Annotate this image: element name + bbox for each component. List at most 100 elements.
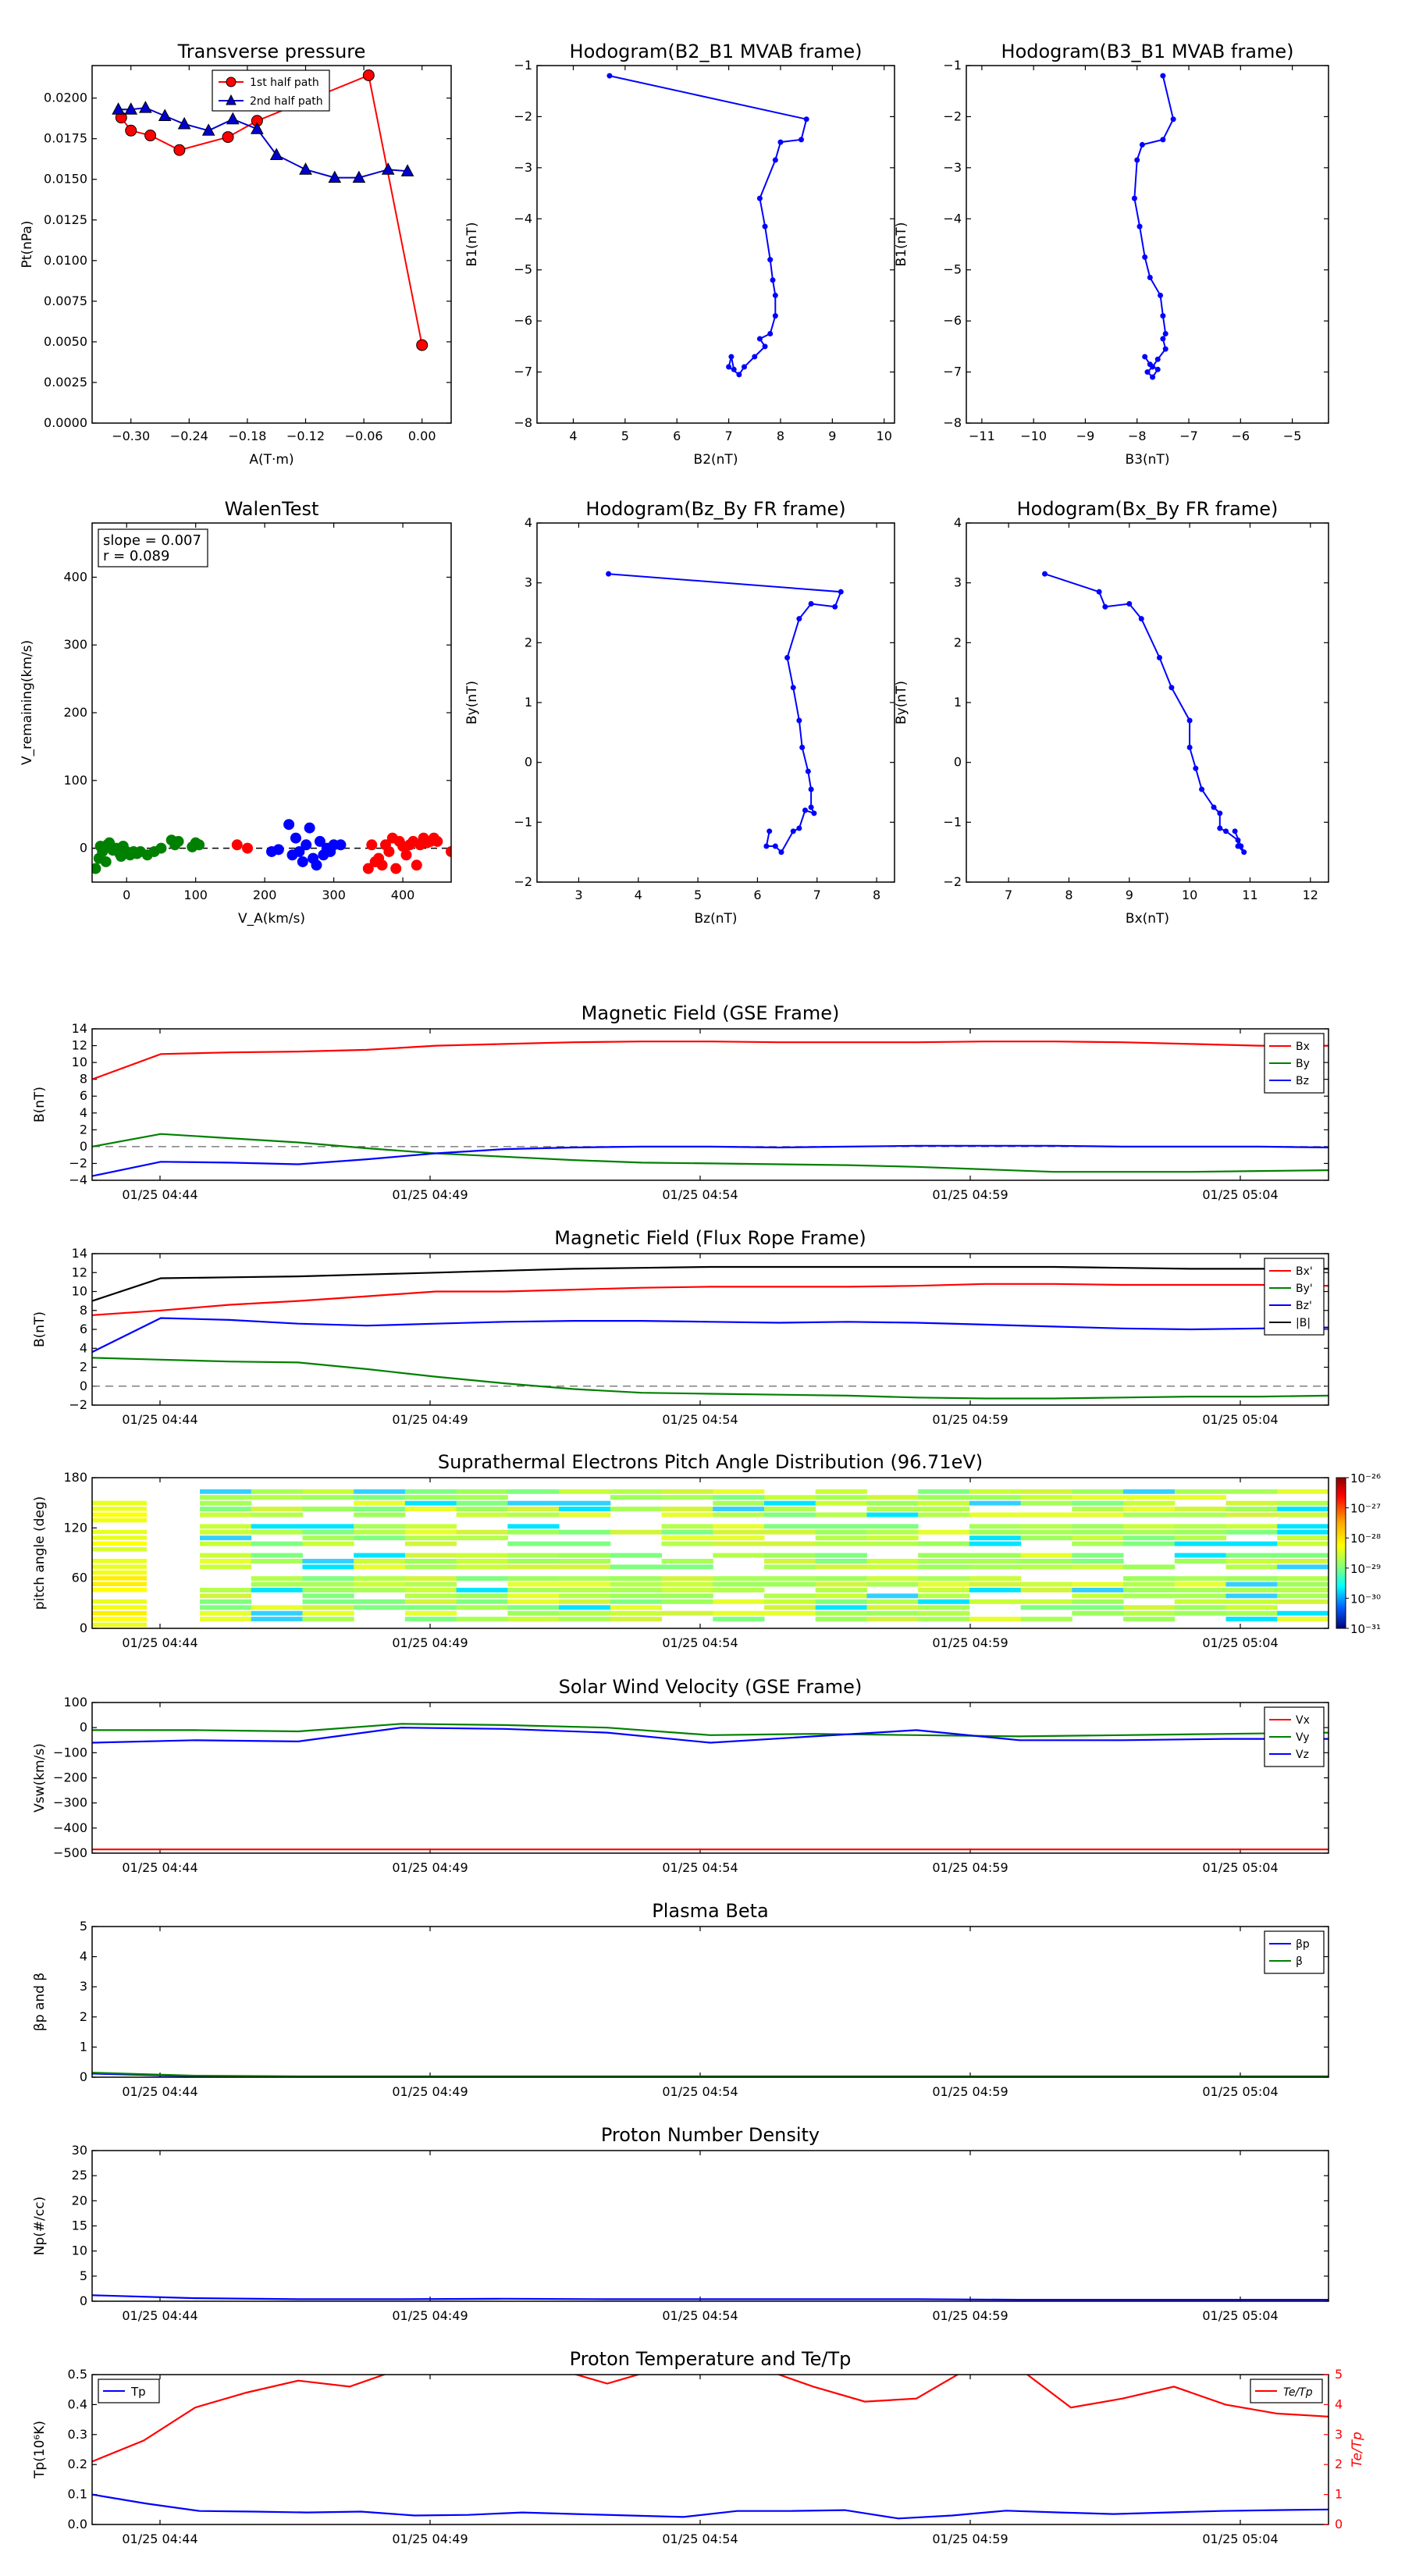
x-tick-label: 6 <box>753 888 761 902</box>
heat-cell <box>559 1553 611 1558</box>
axes-frame <box>91 2374 1329 2525</box>
x-tick-label: 01/25 04:54 <box>662 1635 738 1650</box>
plot-area <box>92 2294 1329 2301</box>
heat-cell <box>251 1588 303 1592</box>
colorbar-label: 10⁻²⁹ <box>1350 1562 1381 1576</box>
y-tick-label: 12 <box>72 1265 87 1279</box>
heat-cell <box>354 1564 406 1570</box>
x-tick-label: 01/25 04:54 <box>662 1860 738 1875</box>
data-point <box>299 162 312 175</box>
legend-box <box>1264 1930 1325 1974</box>
heat-cell <box>969 1599 1022 1604</box>
heat-cell <box>92 1547 147 1552</box>
heat-cell <box>764 1558 816 1564</box>
y-tick-label: 180 <box>63 1470 87 1485</box>
x-axis-label: V_A(km/s) <box>238 911 305 927</box>
data-point <box>752 354 758 360</box>
y-tick-label: 120 <box>63 1520 87 1535</box>
panel-title: Suprathermal Electrons Pitch Angle Distr… <box>438 1451 983 1473</box>
panel-title: Plasma Beta <box>652 1900 768 1922</box>
heat-cell <box>918 1576 970 1582</box>
x-tick-label: 01/25 04:44 <box>122 1187 197 1202</box>
y-tick-label: −4 <box>514 211 532 226</box>
y-tick-label: −500 <box>53 1845 87 1860</box>
heat-cell <box>456 1576 508 1582</box>
heat-cell <box>1174 1524 1227 1529</box>
heat-cell <box>1123 1512 1176 1517</box>
data-point <box>790 828 796 834</box>
colorbar-label: 10⁻³⁰ <box>1350 1592 1381 1606</box>
data-point <box>808 601 814 607</box>
data-point <box>1096 589 1102 595</box>
data-point <box>390 863 402 874</box>
data-point <box>777 139 784 145</box>
data-point <box>799 137 805 143</box>
data-point <box>1158 292 1164 298</box>
panel-title: Magnetic Field (GSE Frame) <box>582 1002 840 1024</box>
heat-cell <box>251 1512 303 1517</box>
heat-cell <box>866 1524 919 1529</box>
data-point <box>290 832 301 844</box>
heat-cell <box>1020 1605 1072 1610</box>
legend-label: βp <box>1296 1938 1310 1951</box>
y-tick-label: 10 <box>72 1055 87 1069</box>
heat-cell <box>918 1582 970 1587</box>
heat-cell <box>866 1507 919 1512</box>
data-point <box>1142 354 1148 360</box>
legend-label: Vy <box>1296 1731 1310 1744</box>
heat-cell <box>713 1535 765 1541</box>
y2-tick-label: 1 <box>1335 2487 1343 2502</box>
y-tick-label: −400 <box>53 1820 87 1835</box>
heat-cell <box>507 1576 560 1582</box>
x-tick-label: 0 <box>123 888 130 902</box>
y-tick-label: −300 <box>53 1795 87 1810</box>
x-tick-label: 4 <box>569 429 577 443</box>
legend-marker <box>226 94 237 105</box>
plot-area <box>92 2072 1329 2077</box>
data-point <box>1154 366 1161 372</box>
heat-cell <box>1123 1593 1176 1599</box>
y-tick-label: 0.0175 <box>44 131 87 146</box>
data-point <box>1223 828 1229 834</box>
data-point <box>763 843 770 849</box>
heat-cell <box>1072 1500 1124 1506</box>
data-point <box>1102 603 1108 610</box>
colorbar-label: 10⁻²⁶ <box>1350 1471 1381 1485</box>
data-point <box>1232 828 1238 834</box>
data-point <box>158 109 172 122</box>
heat-cell <box>713 1529 765 1535</box>
x-tick-label: 7 <box>813 888 821 902</box>
x-tick-label: −9 <box>1076 429 1095 443</box>
y-tick-label: 0.0000 <box>44 415 87 430</box>
data-point <box>799 745 806 750</box>
heat-cell <box>1174 1512 1227 1517</box>
heat-cell <box>764 1599 816 1604</box>
heat-cell <box>354 1495 406 1500</box>
axes-frame <box>536 522 895 883</box>
heat-cell <box>92 1500 147 1506</box>
x-tick-label: 11 <box>1242 888 1257 902</box>
heat-cell <box>1123 1495 1176 1500</box>
data-point <box>1162 331 1168 336</box>
heat-cell <box>1174 1576 1227 1582</box>
data-point <box>177 116 191 130</box>
heat-cell <box>456 1617 508 1622</box>
heat-cell <box>302 1564 354 1570</box>
data-point <box>362 69 375 81</box>
heat-cell <box>661 1512 713 1517</box>
heat-cell <box>661 1564 713 1570</box>
heat-cell <box>866 1541 919 1546</box>
heat-cell <box>866 1593 919 1599</box>
panel-beta: Plasma Beta 0 1 2 3 4 5 01/25 04:44 01/25 04:49 0… <box>32 1900 1329 2099</box>
annotation-box <box>98 528 208 568</box>
heat-cell <box>1174 1495 1227 1500</box>
x-tick-label: 12 <box>1303 888 1318 902</box>
heat-cell <box>200 1535 252 1541</box>
heat-cell <box>92 1558 147 1564</box>
y-tick-label: 0 <box>80 1139 87 1154</box>
y-tick-label: 5 <box>80 1919 87 1934</box>
heat-cell <box>969 1553 1022 1558</box>
data-point <box>767 828 773 834</box>
y-tick-label: 0 <box>80 1621 87 1635</box>
x-tick-label: 01/25 05:04 <box>1202 1635 1278 1650</box>
